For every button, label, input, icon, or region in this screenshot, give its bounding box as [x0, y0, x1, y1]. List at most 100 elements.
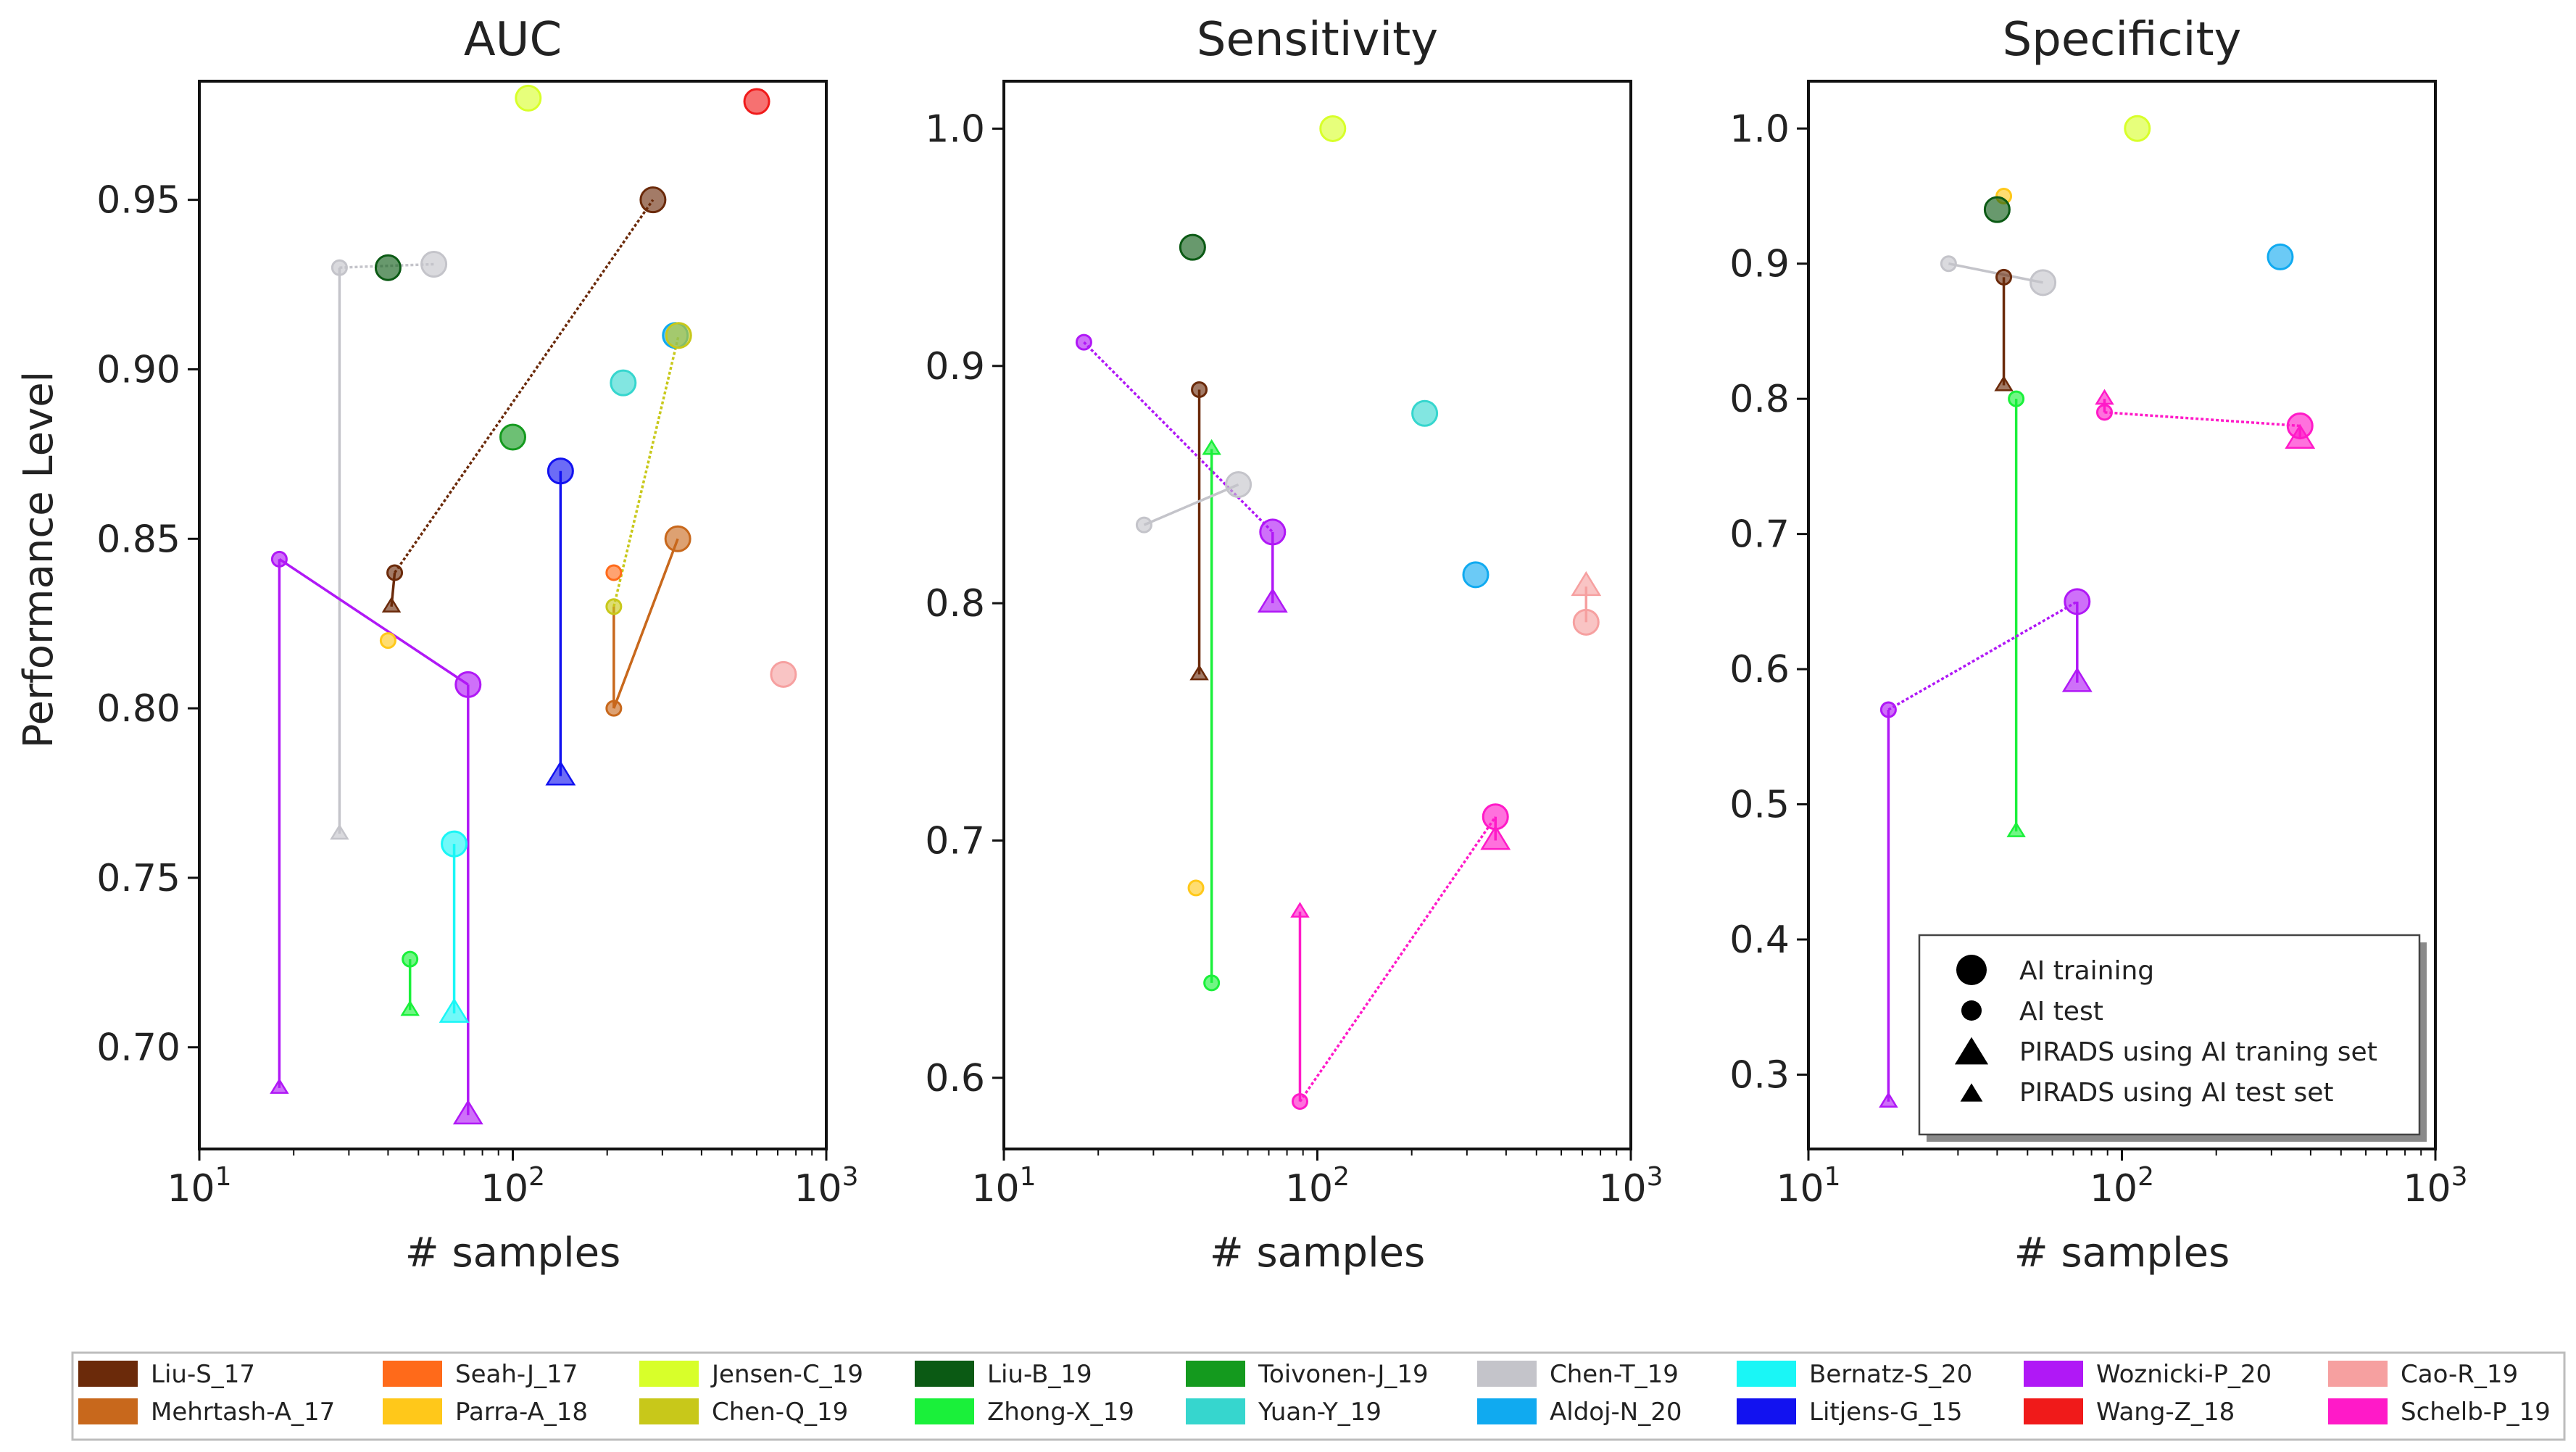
point-chen-q-19-ai-train	[665, 322, 692, 349]
legend-swatch-liu-s-17	[78, 1361, 138, 1387]
legend-swatch-yuan-y-19	[1186, 1398, 1245, 1424]
link-chen-q-19	[612, 335, 680, 607]
x-axis-label: # samples	[2014, 1229, 2230, 1277]
point-zhong-x-19-pirads-test	[1202, 439, 1221, 455]
point-woznicki-p-20-pirads-test	[1879, 1092, 1898, 1108]
point-litjens-g-15-pirads-train	[545, 760, 576, 786]
legend-swatch-jensen-c-19	[639, 1361, 699, 1387]
y-tick-label: 0.8	[925, 582, 985, 626]
legend-swatch-woznicki-p-20	[2024, 1361, 2083, 1387]
x-tick-label: 102	[481, 1162, 545, 1211]
point-parra-a-18-ai-test	[1187, 879, 1205, 897]
x-tick-label: 101	[167, 1162, 231, 1211]
y-tick-label: 1.0	[925, 107, 985, 151]
point-chen-t-19-ai-train	[2029, 269, 2057, 296]
point-zhong-x-19-pirads-test	[400, 1000, 420, 1016]
x-tick-label: 101	[1776, 1162, 1840, 1211]
legend-swatch-liu-b-19	[915, 1361, 974, 1387]
axes-frame	[1807, 80, 2437, 1150]
point-cao-r-19-pirads-train	[1571, 571, 1602, 597]
point-litjens-g-15-ai-train	[547, 457, 574, 485]
x-tick-label: 103	[1598, 1162, 1663, 1211]
legend-label: AI test	[2019, 997, 2103, 1026]
y-tick-label: 0.4	[1729, 918, 1790, 962]
point-cao-r-19-ai-train	[1572, 608, 1600, 636]
legend-swatch-litjens-g-15	[1737, 1398, 1796, 1424]
legend-swatch-parra-a-18	[383, 1398, 442, 1424]
legend-study-label: Chen-Q_19	[712, 1398, 848, 1427]
point-woznicki-p-20-pirads-train	[1257, 587, 1288, 613]
y-tick-label: 0.95	[96, 179, 180, 223]
legend-marker-ai-train	[1956, 955, 1987, 985]
panels: AUC 0.70 0.75 0.80 0.85 0.90 0.95 101 102 103 # sa…	[96, 13, 2467, 1277]
legend-study-label: Zhong-X_19	[987, 1398, 1134, 1427]
link-woznicki-p-20	[1887, 600, 2078, 711]
y-tick-label: 0.5	[1729, 784, 1790, 827]
point-liu-s-17-ai-test	[1191, 381, 1208, 399]
legend-swatch-aldoj-n-20	[1477, 1398, 1537, 1424]
y-tick-label: 0.6	[1729, 648, 1790, 692]
legend-marker-pirads-train	[1954, 1037, 1989, 1065]
point-liu-s-17-ai-train	[639, 186, 667, 214]
point-jensen-c-19-ai-train	[2124, 115, 2151, 142]
x-tick-label: 103	[794, 1162, 858, 1211]
legend-study-label: Jensen-C_19	[710, 1360, 863, 1389]
legend-swatch-mehrtash-a-17	[78, 1398, 138, 1424]
marker-legend: AI training AI test PIRADS using AI tranin…	[1918, 934, 2427, 1142]
point-woznicki-p-20-ai-test	[1879, 701, 1897, 718]
legend-swatch-schelb-p-19	[2328, 1398, 2388, 1424]
point-woznicki-p-20-ai-train	[454, 671, 482, 698]
x-tick-label: 101	[971, 1162, 1036, 1211]
x-axis-label: # samples	[405, 1229, 621, 1277]
x-tick-label: 103	[2403, 1162, 2467, 1211]
point-chen-t-19-ai-test	[331, 259, 348, 276]
point-woznicki-p-20-pirads-train	[452, 1099, 483, 1125]
link-liu-s-17	[394, 199, 655, 574]
y-tick-label: 0.75	[96, 857, 180, 900]
y-tick-label: 0.6	[925, 1057, 985, 1100]
legend-study-label: Aldoj-N_20	[1550, 1398, 1682, 1427]
legend-box	[1918, 934, 2421, 1136]
point-mehrtash-a-17-ai-train	[664, 525, 691, 552]
legend-label: PIRADS using AI test set	[2019, 1078, 2334, 1108]
point-toivonen-j-19-ai-train	[499, 423, 526, 451]
study-legend: Liu-S_17 Mehrtash-A_17 Seah-J_17 Parra-A_18…	[71, 1351, 2566, 1441]
legend-study-label: Bernatz-S_20	[1809, 1360, 1972, 1389]
legend-swatch-zhong-x-19	[915, 1398, 974, 1424]
point-cao-r-19-ai-train	[770, 660, 797, 688]
point-zhong-x-19-ai-test	[1203, 974, 1221, 992]
point-liu-s-17-ai-test	[1995, 268, 2013, 286]
panel-title: Sensitivity	[1197, 13, 1438, 67]
point-woznicki-p-20-ai-test	[270, 550, 288, 568]
legend-swatch-seah-j-17	[383, 1361, 442, 1387]
point-chen-t-19-ai-test	[1940, 255, 1957, 273]
study-legend-box	[71, 1351, 2566, 1441]
point-zhong-x-19-ai-test	[2008, 390, 2025, 407]
y-tick-label: 1.0	[1729, 107, 1790, 151]
legend-study-label: Wang-Z_18	[2096, 1398, 2235, 1427]
point-chen-t-19-pirads-test	[330, 824, 349, 840]
point-chen-t-19-ai-train	[1225, 470, 1252, 498]
point-woznicki-p-20-ai-train	[2064, 588, 2091, 615]
link-mehrtash-a-17	[612, 538, 679, 709]
point-parra-a-18-ai-test	[379, 632, 396, 650]
y-tick-label: 0.70	[96, 1026, 180, 1070]
axes-frame	[1002, 80, 1632, 1150]
y-tick-label: 0.80	[96, 687, 180, 731]
point-chen-t-19-ai-train	[420, 251, 448, 278]
legend-marker-pirads-test	[1960, 1083, 1983, 1102]
y-tick-label: 0.90	[96, 348, 180, 391]
link-woznicki-p-20	[278, 557, 469, 686]
y-tick-label: 0.7	[925, 819, 985, 863]
y-tick-label: 0.7	[1729, 513, 1790, 557]
point-schelb-p-19-pirads-test	[1290, 902, 1310, 918]
panel-title: AUC	[464, 13, 562, 67]
legend-study-label: Yuan-Y_19	[1258, 1398, 1382, 1427]
point-wang-z-18-ai-train	[743, 88, 770, 115]
legend-study-label: Liu-S_17	[151, 1360, 255, 1389]
y-tick-label: 0.9	[925, 345, 985, 389]
point-schelb-p-19-ai-test	[2095, 404, 2113, 421]
panel-title: Specificity	[2003, 13, 2242, 67]
legend-study-label: Chen-T_19	[1550, 1360, 1679, 1389]
legend-study-label: Cao-R_19	[2401, 1360, 2518, 1389]
